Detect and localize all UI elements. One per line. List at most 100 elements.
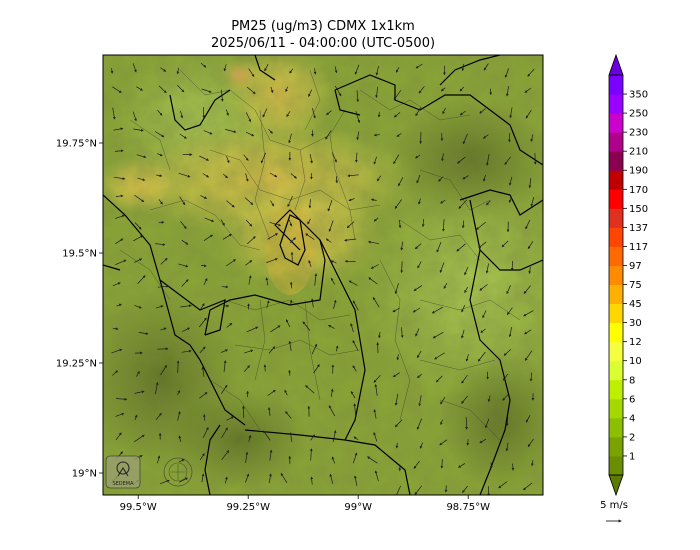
wind-arrow	[244, 365, 250, 372]
wind-arrow	[114, 214, 125, 219]
wind-arrow	[527, 438, 534, 448]
wind-arrow	[505, 85, 510, 97]
wind-arrow	[350, 323, 354, 333]
wind-arrow	[202, 426, 209, 439]
wind-arrow	[133, 235, 144, 242]
wind-arrow	[348, 280, 358, 286]
colorbar-segment	[609, 189, 623, 209]
wind-arrow	[313, 364, 320, 374]
wind-arrow	[245, 112, 251, 123]
wind-arrow	[392, 372, 400, 378]
wind-arrow	[288, 340, 292, 351]
wind-arrow	[133, 128, 144, 132]
wind-arrow	[479, 438, 487, 444]
wind-arrow	[393, 90, 402, 101]
wind-arrow	[287, 195, 293, 208]
wind-arrow	[334, 66, 338, 74]
wind-arrow	[221, 349, 229, 353]
wind-arrow	[200, 264, 207, 268]
colorbar-level-label: 12	[629, 337, 642, 348]
wind-arrow	[394, 283, 399, 295]
lat-tick-label: 19.5°N	[62, 249, 97, 260]
colorbar-segment	[609, 417, 623, 438]
wind-arrow	[431, 306, 443, 314]
wind-arrow	[248, 434, 252, 442]
wind-arrow	[178, 172, 191, 178]
colorbar-segment	[609, 94, 623, 114]
pm25-colorbar: 1246810123045759711713715017019021023025…	[608, 53, 648, 497]
lat-tick-label: 19.25°N	[56, 359, 97, 370]
wind-arrow	[508, 176, 513, 186]
colorbar-segment	[609, 227, 623, 247]
wind-arrow	[528, 266, 532, 274]
wind-arrow	[479, 108, 486, 114]
colorbar-segment	[609, 322, 623, 343]
lon-tick-label: 99.25°W	[226, 502, 270, 513]
wind-arrow	[245, 219, 253, 227]
wind-arrow	[370, 198, 377, 202]
wind-arrow	[311, 298, 314, 308]
colorbar-level-label: 190	[629, 166, 648, 177]
wind-arrow	[200, 195, 208, 199]
wind-arrow	[374, 470, 379, 482]
colorbar-segment	[609, 75, 623, 95]
wind-arrow	[204, 217, 215, 222]
wind-arrow	[112, 327, 119, 331]
wind-arrow	[378, 331, 381, 339]
wind-arrow	[179, 477, 189, 483]
wind-arrow	[222, 173, 228, 179]
colorbar-level-label: 150	[629, 204, 648, 215]
wind-arrow	[115, 412, 125, 417]
wind-arrow	[203, 130, 213, 135]
wind-arrow	[328, 220, 334, 232]
wind-arrow	[458, 463, 466, 468]
wind-arrow	[442, 219, 445, 232]
latitude-axis: 19.75°N 19.5°N 19.25°N 19°N	[56, 139, 103, 480]
wind-arrow	[392, 307, 401, 313]
wind-arrow	[354, 64, 360, 75]
wind-arrow	[132, 111, 137, 122]
wind-arrow	[440, 199, 446, 204]
wind-arrow	[264, 64, 269, 72]
wind-arrow	[416, 373, 422, 379]
wind-arrow	[199, 392, 208, 399]
wind-arrow	[376, 175, 382, 182]
wind-arrow	[134, 390, 145, 394]
lon-tick-label: 99.5°W	[120, 502, 157, 513]
wind-arrow	[483, 63, 489, 71]
wind-arrow	[180, 304, 192, 308]
wind-arrow	[305, 233, 315, 240]
wind-arrow	[330, 260, 337, 264]
wind-arrow	[181, 279, 189, 287]
wind-arrow	[373, 133, 380, 137]
colorbar-level-label: 117	[629, 242, 648, 253]
wind-arrow	[288, 219, 293, 227]
wind-arrow	[527, 68, 535, 77]
wind-arrow	[529, 372, 533, 382]
wind-arrow	[480, 328, 486, 333]
wind-arrow	[461, 63, 465, 72]
wind-arrow	[373, 374, 381, 383]
map-area[interactable]: SEDEMA	[80, 45, 580, 497]
wind-arrow	[113, 176, 126, 180]
wind-arrow	[331, 456, 336, 464]
wind-arrow	[525, 415, 531, 423]
wind-arrow	[199, 453, 205, 461]
wind-arrow	[459, 110, 466, 116]
wind-arrow	[346, 221, 355, 229]
wind-arrow	[395, 442, 399, 449]
wind-arrow	[354, 152, 358, 163]
wind-arrow	[330, 277, 336, 285]
wind-arrow	[270, 325, 281, 333]
wind-arrow	[508, 196, 512, 203]
wind-arrow	[394, 419, 403, 428]
wind-arrow	[225, 109, 229, 116]
colorbar-level-label: 97	[629, 261, 642, 272]
wind-arrow	[137, 177, 146, 181]
wind-arrow	[160, 257, 168, 265]
colorbar-level-label: 230	[629, 128, 648, 139]
wind-arrow	[155, 412, 162, 421]
wind-arrow	[267, 407, 271, 416]
wind-arrow	[202, 107, 206, 119]
